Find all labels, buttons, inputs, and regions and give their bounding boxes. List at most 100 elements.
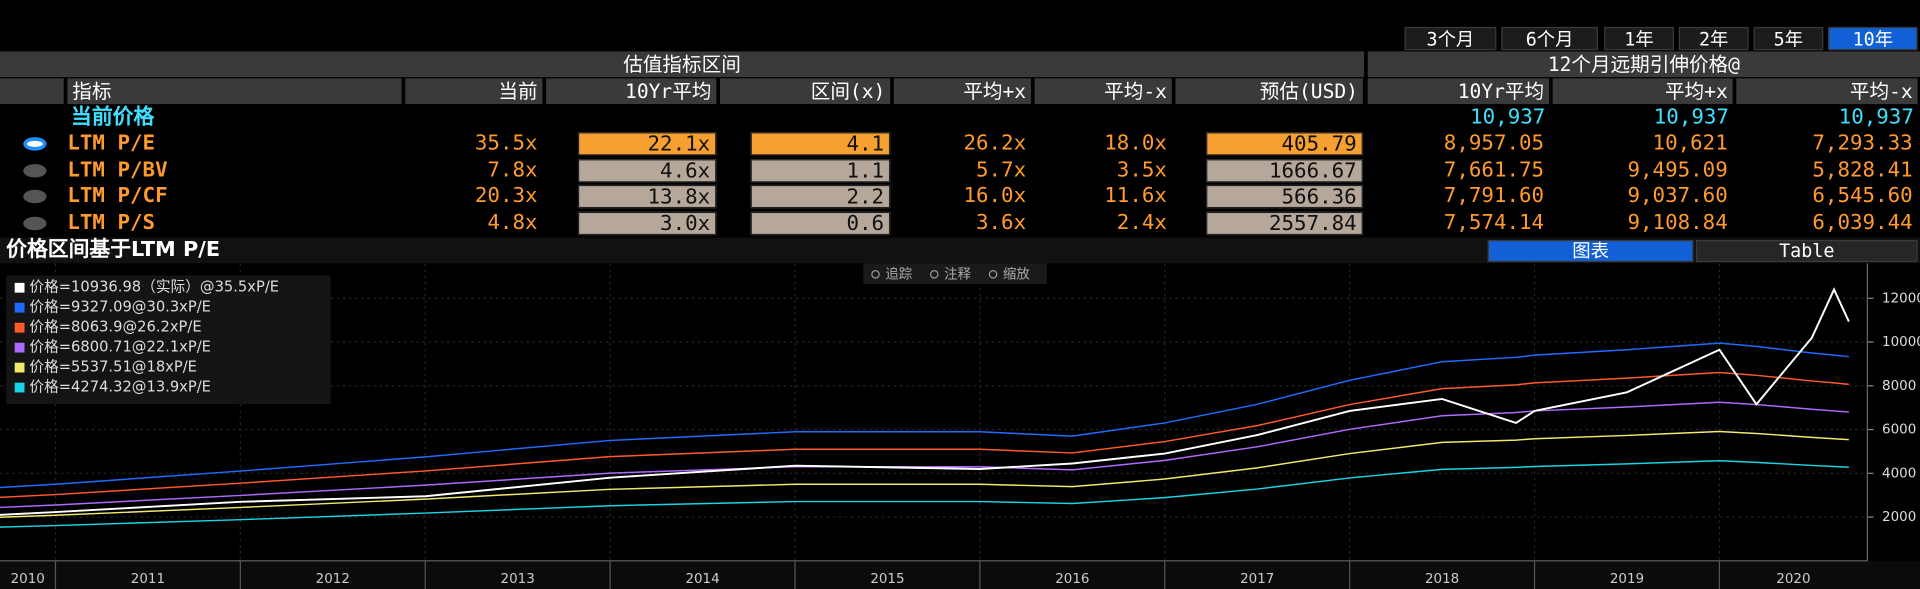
row-label: LTM P/E — [67, 131, 156, 156]
cell: 16.0x — [963, 183, 1027, 209]
column-header: 指标 — [67, 78, 402, 105]
tool-button[interactable]: 注释 — [944, 266, 971, 282]
row-label: LTM P/BV — [67, 157, 168, 182]
tool-button[interactable]: 追踪 — [885, 266, 912, 282]
header-blank — [0, 78, 64, 105]
column-header: 10Yr平均 — [1367, 78, 1549, 105]
legend-swatch — [14, 362, 25, 373]
cell: 7.8x — [487, 157, 538, 182]
tool-icon — [930, 270, 939, 279]
cell: 7,791.60 — [1443, 183, 1545, 209]
cell: 4.1 — [750, 132, 891, 156]
period-tab[interactable]: 6个月 — [1501, 26, 1598, 51]
column-header: 当前 — [405, 78, 543, 105]
chart-tab[interactable]: 图表 — [1487, 240, 1694, 263]
cell: 405.79 — [1206, 132, 1363, 156]
cell: 11.6x — [1104, 183, 1167, 209]
cell: 26.2x — [963, 131, 1027, 156]
radio[interactable] — [23, 216, 47, 230]
column-header: 平均+x — [893, 78, 1032, 105]
x-axis-strip — [0, 560, 1920, 589]
legend-swatch — [14, 382, 25, 393]
x-tick-label: 2018 — [1425, 572, 1459, 587]
cell: 18.0x — [1104, 131, 1167, 156]
chart-tab[interactable]: Table — [1695, 240, 1918, 263]
x-tick-label: 2010 — [11, 572, 45, 587]
cell: 20.3x — [474, 183, 538, 209]
cell: 3.6x — [975, 210, 1027, 235]
column-header: 平均-x — [1034, 78, 1172, 105]
current-price-label: 当前价格 — [71, 105, 155, 130]
y-tick-label: 8000 — [1882, 379, 1916, 394]
cell: 3.5x — [1116, 157, 1167, 182]
cell: 10,621 — [1652, 131, 1728, 156]
tool-button[interactable]: 缩放 — [1003, 266, 1030, 282]
cell: 2557.84 — [1206, 211, 1363, 235]
tool-icon — [988, 270, 998, 279]
cell: 4.6x — [577, 158, 717, 182]
legend-entry: 价格=9327.09@30.3xP/E — [29, 299, 211, 316]
chart-panel-title: 价格区间基于LTM P/E — [6, 237, 221, 263]
cell: 5.7x — [975, 157, 1027, 182]
column-header: 区间(x) — [720, 78, 891, 105]
legend-entry: 价格=5537.51@18xP/E — [29, 359, 197, 376]
radio[interactable] — [23, 163, 47, 178]
legend-swatch — [14, 322, 25, 333]
row-label: LTM P/S — [67, 210, 156, 235]
legend-entry: 价格=6800.71@22.1xP/E — [29, 339, 211, 356]
row-label: LTM P/CF — [67, 183, 168, 209]
legend-swatch — [14, 302, 25, 313]
legend-entry: 价格=8063.9@26.2xP/E — [29, 319, 201, 336]
current-price-value: 10,937 — [1653, 105, 1729, 130]
x-tick-label: 2020 — [1776, 572, 1810, 587]
legend-swatch — [14, 282, 25, 293]
y-tick-label: 6000 — [1882, 423, 1916, 438]
cell: 13.8x — [577, 185, 717, 209]
radio[interactable] — [23, 137, 47, 151]
period-tab[interactable]: 5年 — [1753, 26, 1824, 51]
series-line — [0, 430, 1849, 518]
cell: 1.1 — [750, 158, 891, 182]
cell: 35.5x — [474, 131, 538, 156]
group-header: 12个月远期引伸价格@ — [1367, 51, 1920, 78]
period-tab[interactable]: 2年 — [1678, 26, 1749, 51]
cell: 7,661.75 — [1443, 157, 1545, 182]
current-price-value: 10,937 — [1470, 105, 1546, 130]
legend-entry: 价格=4274.32@13.9xP/E — [29, 379, 211, 396]
series-line — [0, 460, 1849, 528]
period-tab[interactable]: 10年 — [1828, 26, 1918, 51]
cell: 9,495.09 — [1627, 157, 1728, 182]
x-tick-label: 2011 — [131, 572, 165, 587]
radio[interactable] — [23, 190, 47, 204]
legend-entry: 价格=10936.98（实际）@35.5xP/E — [29, 279, 279, 296]
column-header: 10Yr平均 — [546, 78, 717, 105]
column-header: 预估(USD) — [1175, 78, 1363, 105]
cell: 5,828.41 — [1812, 157, 1913, 182]
series-line — [0, 401, 1849, 509]
period-tab[interactable]: 1年 — [1604, 26, 1674, 51]
cell: 7,293.33 — [1812, 131, 1913, 156]
cell: 0.6 — [750, 211, 891, 235]
cell: 1666.67 — [1206, 158, 1363, 182]
x-tick-label: 2016 — [1055, 572, 1089, 587]
tool-icon — [871, 270, 880, 279]
y-tick-label: 12000 — [1882, 291, 1920, 306]
x-tick-label: 2013 — [501, 572, 535, 587]
y-tick-label: 4000 — [1882, 466, 1916, 481]
current-price-value: 10,937 — [1838, 105, 1914, 130]
toolbar — [863, 263, 1047, 285]
cell: 9,108.84 — [1627, 210, 1728, 235]
legend-swatch — [14, 342, 25, 353]
cell: 4.8x — [487, 210, 538, 235]
column-header: 平均-x — [1736, 78, 1918, 105]
period-tab[interactable]: 3个月 — [1404, 26, 1497, 51]
series-line — [0, 342, 1849, 489]
legend — [6, 275, 331, 405]
cell: 9,037.60 — [1627, 183, 1728, 209]
x-tick-label: 2017 — [1240, 572, 1274, 587]
cell: 566.36 — [1206, 185, 1363, 209]
x-tick-label: 2019 — [1610, 572, 1644, 587]
series-line — [0, 287, 1850, 516]
series-line — [0, 371, 1849, 499]
